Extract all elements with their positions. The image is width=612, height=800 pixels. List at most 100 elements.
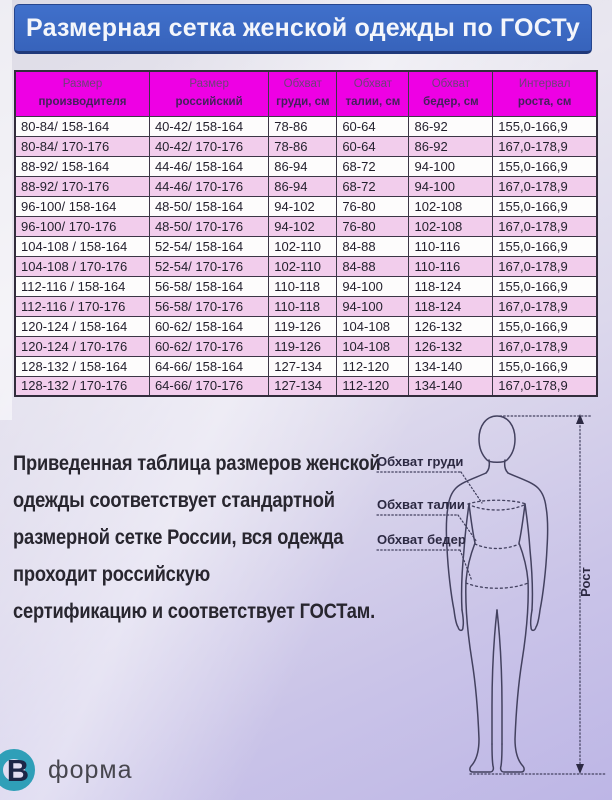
table-cell: 155,0-166,9	[492, 235, 598, 257]
size-table-header: Размер производителя Размер российский Обхва…	[14, 70, 598, 117]
table-cell: 155,0-166,9	[492, 355, 598, 377]
table-cell: 110-118	[268, 295, 338, 317]
table-cell: 167,0-178,9	[492, 215, 598, 237]
silhouette-leg-left	[465, 580, 495, 773]
table-row: 112-116 / 158-164 56-58/ 158-164 110-118 94…	[14, 275, 598, 297]
hips-label: Обхват бедер	[377, 532, 466, 547]
size-table-body: 80-84/ 158-164 40-42/ 158-164 78-86 60-64 86…	[14, 115, 598, 397]
table-cell: 167,0-178,9	[492, 335, 598, 357]
table-cell: 86-92	[408, 115, 494, 137]
silhouette-inner-leg-left	[491, 609, 498, 745]
silhouette-head	[478, 415, 516, 463]
description-line: одежды соответствует стандартной	[13, 489, 335, 512]
table-cell: 112-120	[336, 355, 410, 377]
table-cell: 104-108 / 158-164	[14, 235, 150, 257]
height-label: Рост	[578, 567, 593, 597]
table-cell: 128-132 / 158-164	[14, 355, 150, 377]
table-row: 104-108 / 158-164 52-54/ 158-164 102-110 84…	[14, 235, 598, 257]
table-cell: 167,0-178,9	[492, 135, 598, 157]
table-cell: 112-116 / 158-164	[14, 275, 150, 297]
table-cell: 60-62/ 158-164	[148, 315, 270, 337]
table-cell: 167,0-178,9	[492, 295, 598, 317]
table-cell: 64-66/ 170-176	[148, 375, 270, 397]
table-cell: 96-100/ 170-176	[14, 215, 150, 237]
table-cell: 94-100	[336, 295, 410, 317]
table-cell: 155,0-166,9	[492, 275, 598, 297]
table-cell: 110-116	[408, 255, 494, 277]
table-cell: 88-92/ 158-164	[14, 155, 150, 177]
table-cell: 94-102	[268, 195, 338, 217]
table-cell: 94-102	[268, 215, 338, 237]
table-cell: 86-94	[268, 175, 338, 197]
column-header: Обхват груди, см	[268, 70, 338, 117]
table-cell: 44-46/ 158-164	[148, 155, 270, 177]
silhouette-inner-leg-right	[496, 609, 503, 745]
table-cell: 60-64	[336, 135, 410, 157]
description-paragraph: Приведенная таблица размеров женской оде…	[13, 445, 396, 630]
column-header: Размер российский	[148, 70, 270, 117]
table-cell: 44-46/ 170-176	[148, 175, 270, 197]
table-row: 88-92/ 170-176 44-46/ 170-176 86-94 68-72 94…	[14, 175, 598, 197]
table-row: 96-100/ 170-176 48-50/ 170-176 94-102 76-80…	[14, 215, 598, 237]
table-cell: 76-80	[336, 195, 410, 217]
table-row: 88-92/ 158-164 44-46/ 158-164 86-94 68-72 94…	[14, 155, 598, 177]
table-cell: 56-58/ 170-176	[148, 295, 270, 317]
table-row: 120-124 / 158-164 60-62/ 158-164 119-126 10…	[14, 315, 598, 337]
table-cell: 134-140	[408, 355, 494, 377]
hips-label-leader	[459, 549, 473, 582]
description-line: сертификацию и соответствует ГОСТам.	[13, 600, 376, 623]
brand-logo-letter: В	[7, 753, 29, 788]
table-cell: 52-54/ 158-164	[148, 235, 270, 257]
table-cell: 68-72	[336, 175, 410, 197]
table-cell: 155,0-166,9	[492, 115, 598, 137]
table-row: 112-116 / 170-176 56-58/ 170-176 110-118 94…	[14, 295, 598, 317]
table-cell: 104-108 / 170-176	[14, 255, 150, 277]
table-cell: 84-88	[336, 235, 410, 257]
table-cell: 119-126	[268, 335, 338, 357]
waist-label-leader	[457, 514, 478, 543]
table-cell: 127-134	[268, 355, 338, 377]
description-line: размерной сетке России, вся одежда	[13, 526, 344, 549]
table-cell: 155,0-166,9	[492, 195, 598, 217]
page-title-emphasis: ГОСТу	[500, 13, 580, 42]
waist-measure-line	[474, 543, 520, 550]
table-cell: 48-50/ 158-164	[148, 195, 270, 217]
silhouette-neck	[503, 459, 509, 474]
table-cell: 56-58/ 158-164	[148, 275, 270, 297]
table-cell: 102-110	[268, 235, 338, 257]
table-cell: 126-132	[408, 315, 494, 337]
silhouette-inner-arm-right	[524, 503, 534, 611]
table-cell: 86-94	[268, 155, 338, 177]
body-measurement-diagram: Обхват груди Обхват талии Обхват бедер Р…	[376, 414, 607, 775]
silhouette-arm-left	[445, 472, 487, 632]
table-cell: 128-132 / 170-176	[14, 375, 150, 397]
table-cell: 127-134	[268, 375, 338, 397]
arrow-down-icon	[576, 764, 584, 774]
table-row: 80-84/ 158-164 40-42/ 158-164 78-86 60-64 86…	[14, 115, 598, 137]
table-cell: 102-108	[408, 195, 494, 217]
table-cell: 48-50/ 170-176	[148, 215, 270, 237]
background-strip	[0, 0, 12, 420]
silhouette-neck	[485, 459, 491, 474]
table-cell: 120-124 / 158-164	[14, 315, 150, 337]
silhouette-leg-right	[499, 580, 529, 773]
table-cell: 167,0-178,9	[492, 175, 598, 197]
table-cell: 112-120	[336, 375, 410, 397]
table-cell: 84-88	[336, 255, 410, 277]
hips-measure-line	[465, 582, 529, 589]
table-cell: 94-100	[408, 155, 494, 177]
table-row: 96-100/ 158-164 48-50/ 158-164 94-102 76-80…	[14, 195, 598, 217]
table-cell: 102-110	[268, 255, 338, 277]
silhouette-inner-arm-left	[460, 503, 470, 611]
table-cell: 104-108	[336, 335, 410, 357]
table-cell: 155,0-166,9	[492, 155, 598, 177]
table-cell: 80-84/ 158-164	[14, 115, 150, 137]
table-cell: 94-100	[408, 175, 494, 197]
table-cell: 102-108	[408, 215, 494, 237]
table-cell: 119-126	[268, 315, 338, 337]
brand-footer: В форма	[0, 746, 132, 794]
description-line: Приведенная таблица размеров женской	[13, 452, 381, 475]
table-cell: 110-118	[268, 275, 338, 297]
table-row: 104-108 / 170-176 52-54/ 170-176 102-110 84…	[14, 255, 598, 277]
